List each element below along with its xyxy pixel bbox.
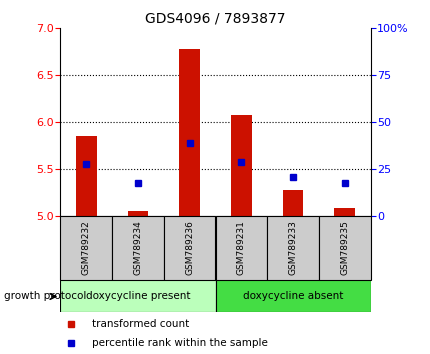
Text: GSM789231: GSM789231 bbox=[237, 220, 245, 275]
Text: GSM789232: GSM789232 bbox=[82, 221, 90, 275]
Text: GSM789233: GSM789233 bbox=[288, 220, 297, 275]
Title: GDS4096 / 7893877: GDS4096 / 7893877 bbox=[145, 12, 285, 26]
Bar bbox=[76, 136, 96, 216]
Text: growth protocol: growth protocol bbox=[4, 291, 86, 301]
Bar bbox=[230, 115, 251, 216]
Text: GSM789236: GSM789236 bbox=[185, 220, 194, 275]
Bar bbox=[215, 280, 370, 312]
Text: percentile rank within the sample: percentile rank within the sample bbox=[92, 338, 267, 348]
Bar bbox=[215, 216, 267, 280]
Text: transformed count: transformed count bbox=[92, 319, 189, 329]
Text: GSM789234: GSM789234 bbox=[133, 221, 142, 275]
Bar bbox=[127, 211, 148, 216]
Bar bbox=[163, 216, 215, 280]
Bar bbox=[179, 49, 200, 216]
Bar bbox=[267, 216, 318, 280]
Text: doxycycline absent: doxycycline absent bbox=[243, 291, 342, 301]
Bar bbox=[318, 216, 370, 280]
Text: GSM789235: GSM789235 bbox=[340, 220, 348, 275]
Bar bbox=[282, 190, 303, 216]
Bar bbox=[60, 280, 215, 312]
Bar bbox=[334, 209, 354, 216]
Text: doxycycline present: doxycycline present bbox=[86, 291, 190, 301]
Bar bbox=[60, 216, 112, 280]
Bar bbox=[112, 216, 163, 280]
